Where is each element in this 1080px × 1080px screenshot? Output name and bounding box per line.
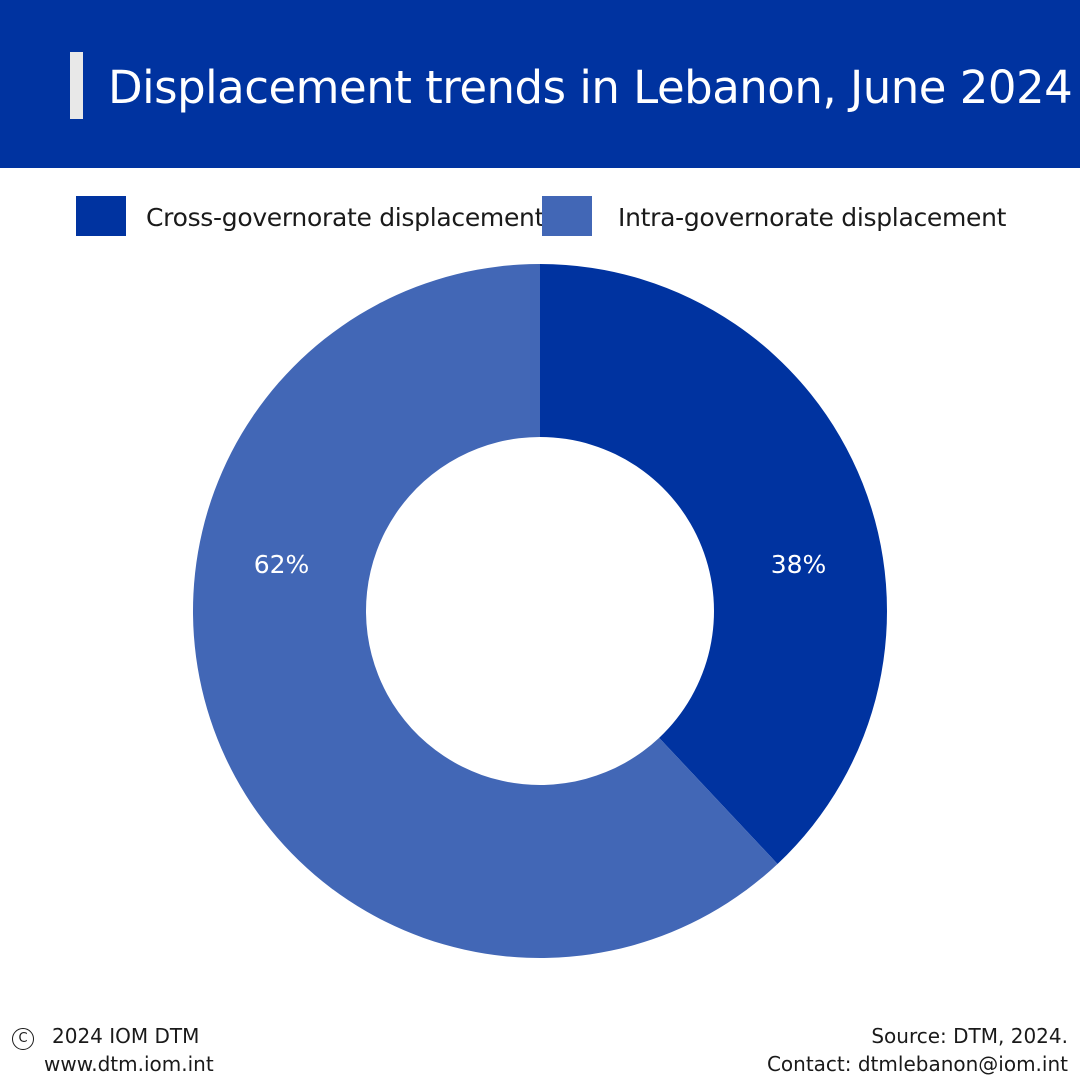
source-text: Source: DTM, 2024. — [871, 1024, 1068, 1048]
donut-data-labels: 38% 62% — [254, 550, 827, 579]
footer-credits: C 2024 IOM DTM www.dtm.iom.int — [12, 1022, 214, 1078]
donut-slice-intra-governorate — [192, 264, 778, 959]
title-accent-bar — [70, 52, 83, 119]
data-label-intra-governorate: 62% — [254, 550, 310, 579]
header-banner: Displacement trends in Lebanon, June 202… — [0, 0, 1080, 168]
website-link[interactable]: www.dtm.iom.int — [44, 1052, 214, 1076]
copyright-icon: C — [12, 1028, 34, 1050]
donut-slices — [192, 264, 887, 959]
data-label-cross-governorate: 38% — [771, 550, 827, 579]
footer-source: Source: DTM, 2024. Contact: dtmlebanon@i… — [767, 1022, 1068, 1078]
donut-slice-cross-governorate — [540, 264, 887, 864]
contact-text[interactable]: Contact: dtmlebanon@iom.int — [766, 1052, 1068, 1076]
copyright-text: 2024 IOM DTM — [52, 1024, 200, 1048]
page-title: Displacement trends in Lebanon, June 202… — [108, 61, 1073, 114]
